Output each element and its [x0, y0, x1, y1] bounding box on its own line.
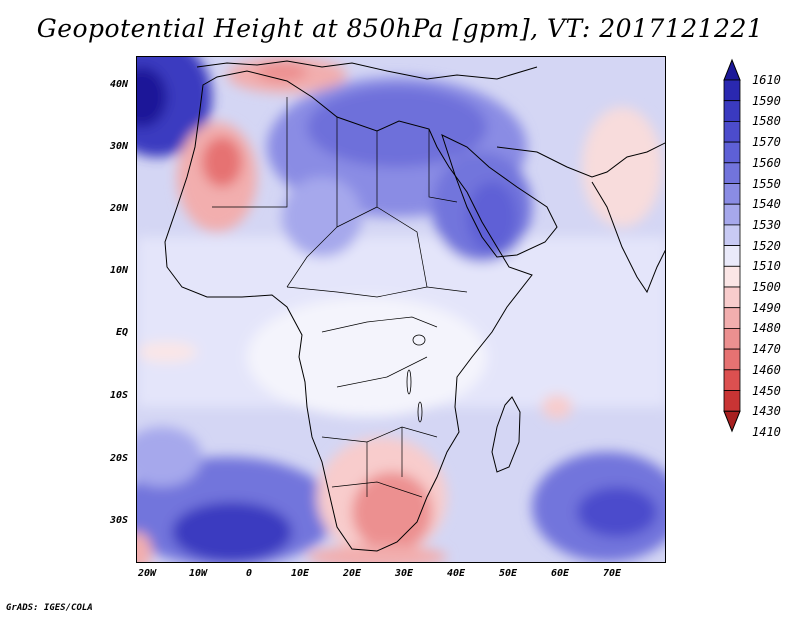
colorbar-cell [723, 245, 741, 267]
map-canvas [137, 57, 665, 562]
colorbar-label: 1570 [752, 135, 781, 150]
colorbar-cell [723, 286, 741, 309]
colorbar-label: 1430 [752, 404, 781, 419]
colorbar-label: 1480 [752, 321, 781, 336]
colorbar-label: 1560 [752, 155, 781, 170]
colorbar-top-arrow [723, 58, 741, 81]
colorbar-cell [723, 327, 741, 350]
colorbar-label: 1520 [752, 238, 781, 253]
map-plot-area [136, 56, 666, 563]
height-field-shading [137, 57, 665, 562]
lat-label-20s: 20S [109, 453, 128, 464]
colorbar-label: 1580 [752, 114, 781, 129]
colorbar-label: 1530 [752, 217, 781, 232]
lat-label-eq: EQ [115, 327, 128, 338]
lat-label-20n: 20N [109, 203, 128, 214]
lat-label-30n: 30N [109, 141, 128, 152]
lon-label-20w: 20W [137, 568, 157, 579]
lon-label-40e: 40E [446, 568, 466, 579]
colorbar-label: 1410 [752, 424, 781, 439]
colorbar-label: 1490 [752, 300, 781, 315]
colorbar-cell [723, 369, 741, 391]
colorbar-label: 1610 [752, 73, 781, 87]
lon-label-30e: 30E [394, 568, 414, 579]
lon-label-50e: 50E [498, 568, 518, 579]
colorbar-cell [723, 141, 741, 164]
colorbar-cell [723, 203, 741, 226]
lon-label-0: 0 [245, 568, 253, 579]
lon-label-60e: 60E [550, 568, 570, 579]
colorbar-label: 1590 [752, 93, 781, 108]
colorbar-cell [723, 265, 741, 288]
map-title: Geopotential Height at 850hPa [gpm], VT:… [36, 14, 764, 43]
colorbar-cell [723, 224, 741, 246]
lat-label-10n: 10N [109, 265, 128, 276]
colorbar-label: 1450 [752, 383, 781, 398]
lat-label-40n: 40N [109, 79, 128, 90]
colorbar-label: 1550 [752, 176, 781, 191]
colorbar-cell [723, 100, 741, 122]
lakes [406, 334, 426, 423]
colorbar-label: 1510 [752, 259, 781, 274]
colorbar-cell [723, 162, 741, 184]
country-borders [212, 97, 468, 498]
lon-label-10e: 10E [290, 568, 310, 579]
colorbar-label: 1470 [752, 342, 781, 357]
colorbar-label: 1460 [752, 362, 781, 377]
lon-label-70e: 70E [602, 568, 622, 579]
lon-label-10w: 10W [188, 568, 208, 579]
colorbar-label: 1500 [752, 280, 781, 294]
colorbar-cell [723, 348, 741, 371]
colorbar-cell [723, 307, 741, 329]
footer-credit: GrADS: IGES/COLA [6, 603, 93, 613]
lon-label-20e: 20E [342, 568, 362, 579]
colorbar-cell [723, 79, 741, 102]
lat-label-30s: 30S [109, 515, 128, 526]
colorbar-cell [723, 183, 741, 205]
colorbar-bottom-arrow [723, 410, 741, 433]
colorbar-cell [723, 390, 741, 412]
lat-label-10s: 10S [109, 390, 128, 401]
colorbar-cell [723, 121, 741, 143]
colorbar-label: 1540 [752, 197, 781, 212]
